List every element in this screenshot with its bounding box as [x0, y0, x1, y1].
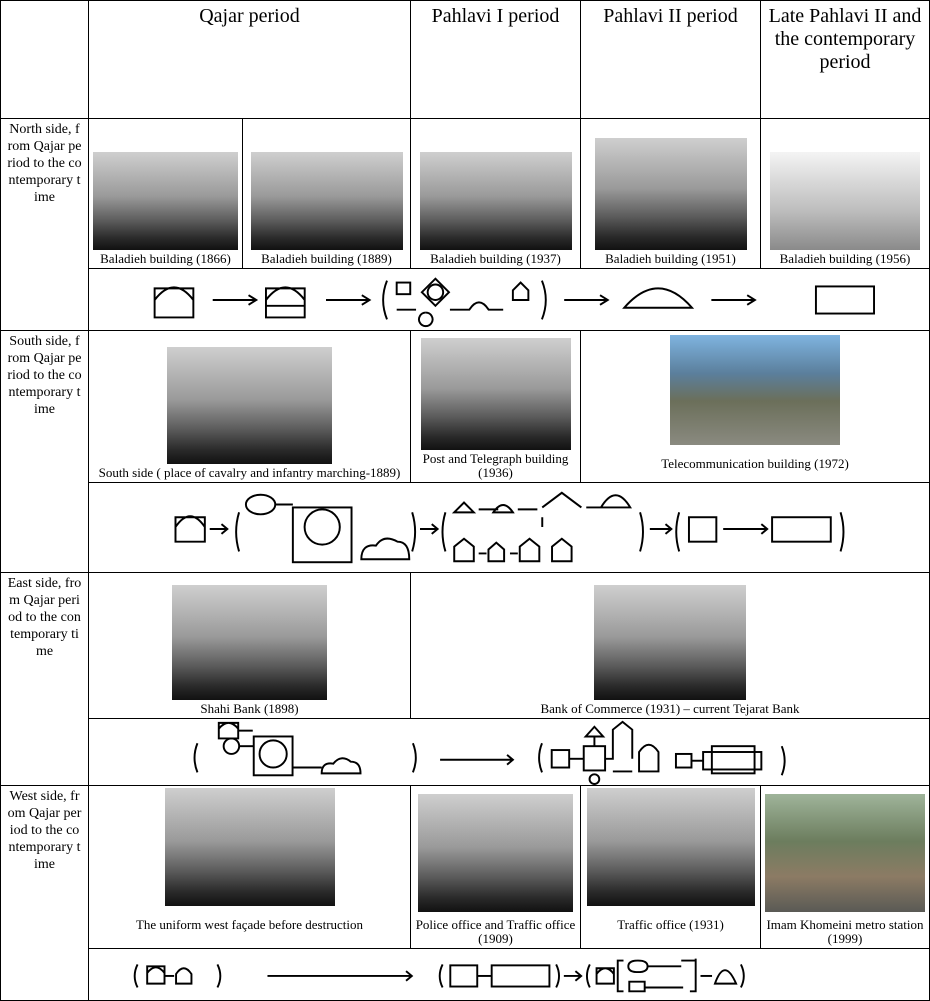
row-label: North side, from Qajar period to the con…: [0, 118, 89, 331]
row-label: West side, from Qajar period to the cont…: [0, 785, 89, 1001]
corner-cell: [0, 0, 89, 119]
photo-cell: Post and Telegraph building (1936): [410, 330, 581, 483]
photo: [420, 338, 571, 450]
form-diagram: [88, 268, 930, 331]
caption: Traffic office (1931): [617, 917, 724, 932]
row-label: South side, from Qajar period to the con…: [0, 330, 89, 573]
form-diagram: [88, 948, 930, 1001]
photo-cell: Traffic office (1931): [580, 785, 761, 949]
photo: [419, 152, 572, 250]
photo-cell: Telecommunication building (1972): [580, 330, 930, 483]
caption: Baladieh building (1889): [261, 251, 392, 266]
caption: Baladieh building (1951): [605, 251, 736, 266]
period-header: Pahlavi II period: [580, 0, 761, 119]
photo: [93, 152, 238, 250]
period-header: Pahlavi I period: [410, 0, 581, 119]
period-header: Qajar period: [88, 0, 411, 119]
photo-cell: Baladieh building (1889): [242, 118, 411, 269]
photo: [250, 152, 403, 250]
photo-cell: Baladieh building (1951): [580, 118, 761, 269]
form-diagram: [88, 718, 930, 786]
caption: South side ( place of cavalry and infant…: [98, 465, 401, 480]
diagram-svg: [133, 958, 745, 993]
photo: [586, 788, 755, 906]
caption: Imam Khomeini metro station (1999): [766, 917, 924, 946]
photo-cell: Baladieh building (1956): [760, 118, 930, 269]
photo-cell: Imam Khomeini metro station (1999): [760, 785, 930, 949]
photo: [172, 585, 327, 700]
caption: Post and Telegraph building (1936): [422, 451, 569, 480]
photo-cell: Police office and Traffic office (1909): [410, 785, 581, 949]
photo-cell: Shahi Bank (1898): [88, 572, 411, 719]
photo-cell: Baladieh building (1937): [410, 118, 581, 269]
photo-cell: The uniform west façade before destructi…: [88, 785, 411, 949]
caption: Shahi Bank (1898): [200, 701, 299, 716]
diagram-svg: [193, 720, 786, 785]
photo: [765, 794, 925, 912]
photo: [167, 347, 332, 464]
caption: Police office and Traffic office (1909): [415, 917, 576, 946]
photo: [594, 138, 747, 250]
caption: Baladieh building (1866): [100, 251, 231, 266]
photo: [770, 152, 920, 250]
photo-cell: Bank of Commerce (1931) – current Tejara…: [410, 572, 930, 719]
period-header: Late Pahlavi II and the contemporary per…: [760, 0, 930, 119]
row-label: East side, from Qajar period to the cont…: [0, 572, 89, 786]
diagram-svg: [174, 491, 845, 564]
caption: Baladieh building (1937): [430, 251, 561, 266]
photo: [418, 794, 573, 912]
caption: Baladieh building (1956): [779, 251, 911, 266]
form-diagram: [88, 482, 930, 573]
caption: Telecommunication building (1972): [661, 456, 849, 471]
photo: [164, 788, 335, 906]
photo-cell: Baladieh building (1866): [88, 118, 243, 269]
caption: Bank of Commerce (1931) – current Tejara…: [540, 701, 800, 716]
photo-cell: South side ( place of cavalry and infant…: [88, 330, 411, 483]
photo: [594, 585, 746, 700]
photo: [670, 335, 840, 445]
diagram-svg: [153, 277, 875, 328]
caption: The uniform west façade before destructi…: [135, 917, 364, 932]
